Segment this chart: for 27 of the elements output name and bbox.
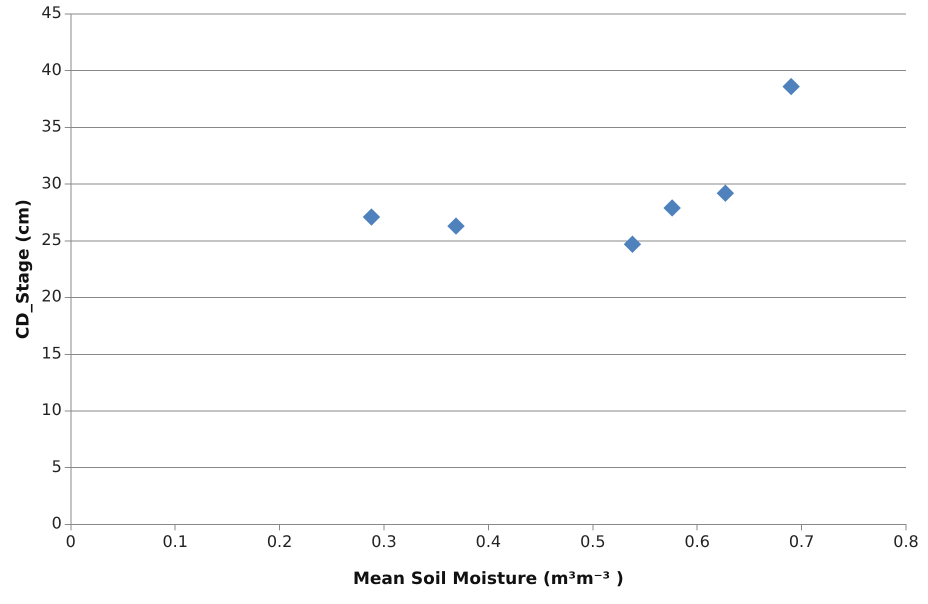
- point: [716, 184, 734, 202]
- y-tick-label: 5: [52, 456, 62, 476]
- y-tick-label: 20: [41, 286, 62, 306]
- x-tick-label: 0.6: [684, 532, 710, 552]
- point: [664, 199, 681, 216]
- x-axis-title: Mean Soil Moisture (m³m⁻³ ): [352, 569, 624, 590]
- x-tick-label: 0: [66, 532, 76, 552]
- point: [782, 78, 800, 96]
- y-tick-label: 0: [52, 514, 62, 533]
- y-tick-label: 25: [41, 230, 62, 249]
- x-tick-label: 0.2: [266, 532, 292, 552]
- point: [448, 218, 465, 235]
- y-tick-label: 15: [41, 343, 62, 362]
- x-tick-label: 0.7: [788, 532, 814, 552]
- y-tick-label: 35: [41, 116, 62, 136]
- y-tick-label: 45: [41, 3, 62, 22]
- y-tick-label: 30: [41, 173, 62, 192]
- x-tick-label: 0.4: [476, 532, 502, 552]
- y-tick-label: 10: [41, 400, 62, 420]
- x-tick-label: 0.1: [162, 532, 188, 552]
- x-tick-label: 0.5: [580, 532, 606, 552]
- x-tick-label: 0.8: [893, 532, 919, 552]
- y-tick-label: 40: [41, 60, 62, 79]
- x-tick-label: 0.3: [371, 532, 397, 552]
- y-axis-title: CD_Stage (cm): [14, 199, 34, 340]
- point: [624, 236, 641, 253]
- point: [362, 208, 380, 226]
